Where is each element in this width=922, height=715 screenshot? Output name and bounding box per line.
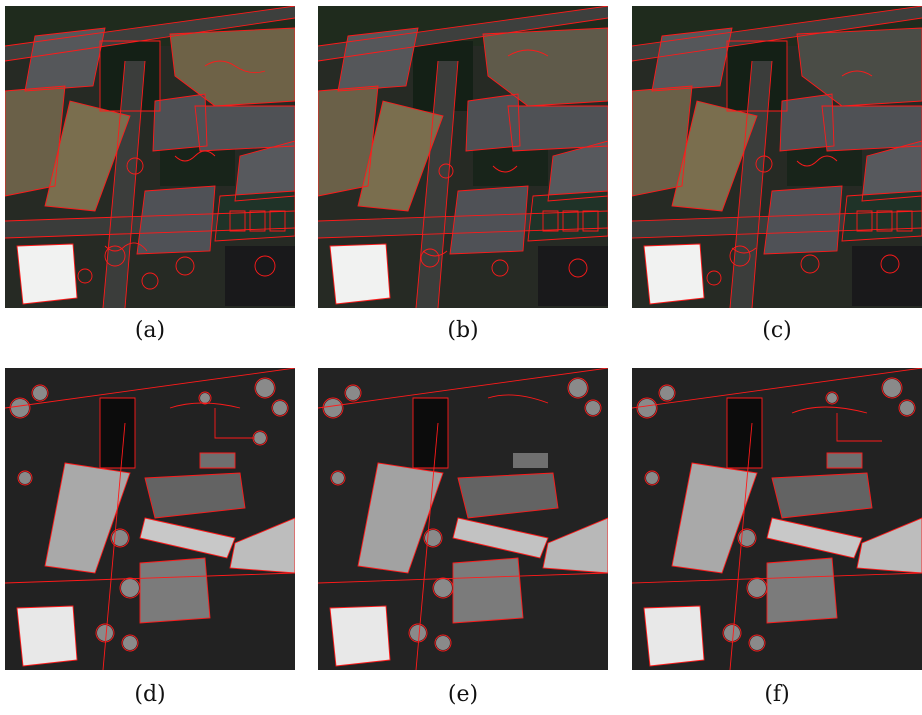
segmentation-image-d xyxy=(5,368,295,670)
segmentation-image-e xyxy=(318,368,608,670)
caption-b: (b) xyxy=(447,318,479,343)
segmentation-image-c xyxy=(632,6,922,308)
caption-c: (c) xyxy=(762,318,792,343)
caption-e: (e) xyxy=(447,682,479,707)
segmentation-image-f xyxy=(632,368,922,670)
segmentation-image-b xyxy=(318,6,608,308)
caption-f: (f) xyxy=(764,682,790,707)
caption-a: (a) xyxy=(134,318,166,343)
segmentation-image-a xyxy=(5,6,295,308)
caption-d: (d) xyxy=(134,682,166,707)
